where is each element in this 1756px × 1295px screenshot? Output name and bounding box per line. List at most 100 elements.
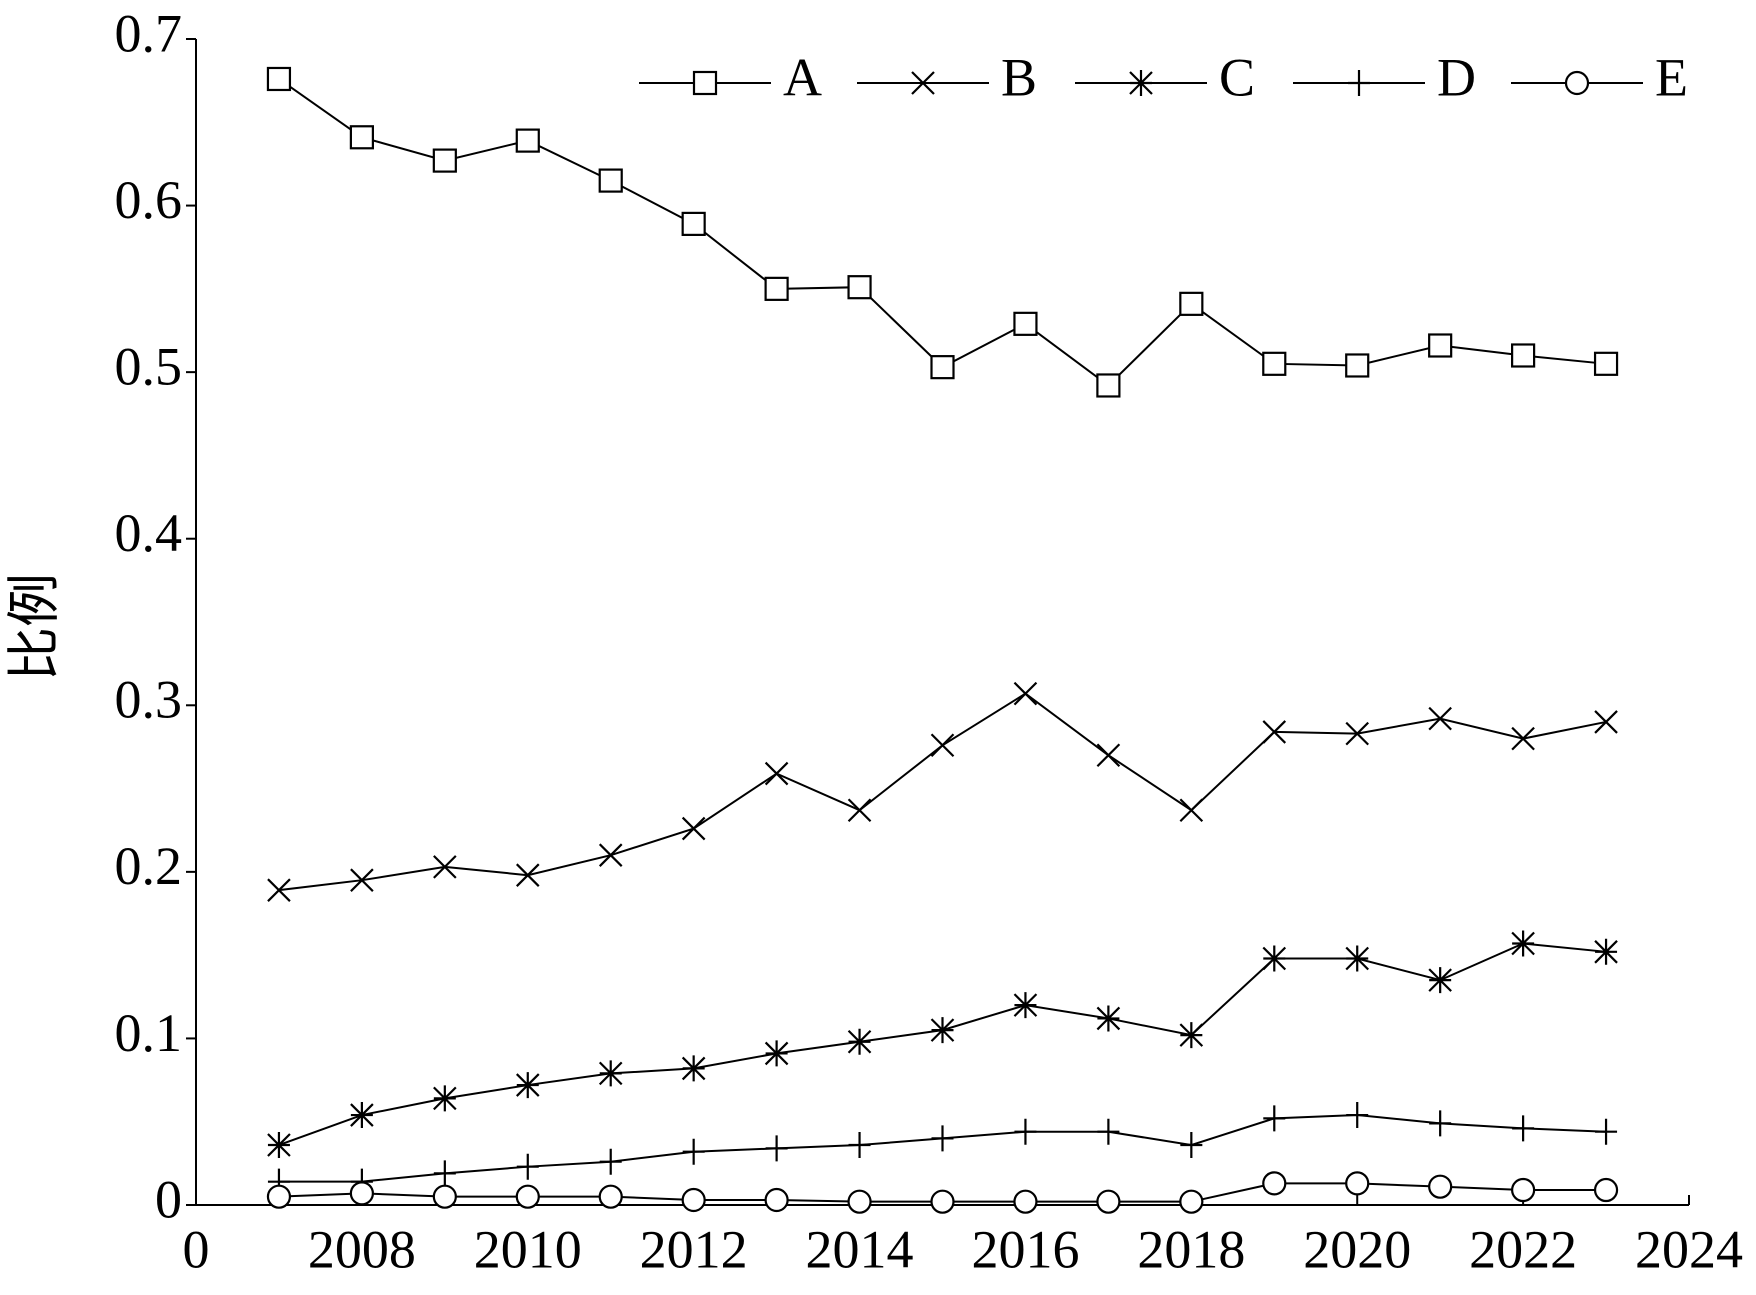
marker: [516, 1072, 540, 1099]
marker: [1014, 1118, 1037, 1145]
marker: [516, 1153, 539, 1180]
marker: [598, 1060, 623, 1087]
marker: [681, 1187, 706, 1213]
marker: [1594, 938, 1618, 965]
series-line: [278, 942, 1607, 1146]
marker: [1013, 311, 1038, 336]
marker: [1593, 1177, 1619, 1203]
marker: [930, 1189, 955, 1214]
marker: [930, 355, 955, 380]
marker: [681, 1055, 706, 1082]
marker: [1511, 930, 1535, 957]
marker: [432, 148, 457, 173]
marker: [433, 855, 457, 879]
marker: [1428, 1174, 1453, 1199]
marker: [350, 1102, 374, 1129]
marker: [764, 761, 789, 786]
legend-label: D: [1437, 47, 1476, 107]
x-tick-label: 2012: [640, 1219, 748, 1279]
y-axis-label: 比例: [4, 573, 64, 681]
marker: [1594, 710, 1618, 734]
marker: [1179, 1022, 1204, 1049]
marker: [930, 733, 955, 758]
x-tick-label: 2020: [1303, 1219, 1411, 1279]
marker: [433, 1160, 456, 1187]
marker: [515, 128, 540, 153]
marker: [349, 1181, 374, 1206]
marker: [1428, 333, 1453, 358]
x-tick-label: 2024: [1635, 1219, 1743, 1279]
y-tick-label: 0.1: [115, 1003, 183, 1063]
marker: [1180, 1132, 1203, 1159]
marker: [1263, 1105, 1286, 1132]
legend-marker: [911, 71, 935, 95]
marker: [1179, 291, 1204, 316]
marker: [1428, 967, 1452, 994]
legend-label: B: [1001, 47, 1037, 107]
x-tick-label: 2016: [971, 1219, 1079, 1279]
marker: [1345, 721, 1369, 746]
marker: [432, 1184, 457, 1209]
marker: [1593, 351, 1619, 376]
marker: [599, 1148, 622, 1175]
marker: [681, 211, 706, 236]
legend-label: A: [783, 47, 822, 107]
marker: [1179, 1189, 1204, 1214]
marker: [1262, 1171, 1287, 1196]
series-line: [278, 78, 1607, 387]
marker: [1013, 681, 1038, 706]
legend-label: E: [1655, 47, 1688, 107]
legend-marker: [692, 70, 718, 96]
marker: [349, 125, 374, 150]
marker: [1428, 706, 1452, 731]
marker: [1595, 1118, 1618, 1145]
x-tick-label: 2014: [806, 1219, 914, 1279]
marker: [847, 1028, 872, 1055]
marker: [598, 843, 623, 867]
marker: [930, 1017, 955, 1044]
y-tick-label: 0.5: [115, 337, 183, 397]
marker: [1096, 373, 1121, 398]
marker: [267, 878, 291, 902]
marker: [1096, 1005, 1121, 1032]
marker: [1262, 945, 1287, 972]
marker: [1511, 726, 1535, 751]
marker: [931, 1125, 954, 1152]
y-tick-label: 0.6: [115, 170, 183, 230]
marker: [266, 1184, 292, 1209]
marker: [764, 1040, 789, 1067]
y-tick-label: 0.3: [115, 670, 183, 730]
marker: [266, 66, 292, 92]
marker: [350, 868, 374, 892]
marker: [598, 1184, 623, 1209]
marker: [682, 1138, 705, 1165]
marker: [1013, 992, 1038, 1019]
marker: [847, 1189, 872, 1214]
marker: [1511, 1177, 1536, 1203]
legend-marker: [1564, 70, 1590, 96]
marker: [1511, 343, 1536, 368]
marker: [1262, 351, 1287, 376]
marker: [1179, 798, 1204, 823]
marker: [1346, 1102, 1369, 1129]
x-tick-label: 2008: [308, 1219, 416, 1279]
y-tick-label: 0.2: [115, 836, 183, 896]
marker: [1345, 1171, 1370, 1196]
marker: [1512, 1115, 1535, 1142]
marker: [598, 168, 623, 193]
marker: [516, 863, 540, 887]
marker: [681, 816, 706, 841]
marker: [1096, 743, 1121, 768]
x-tick-label: 0: [183, 1219, 210, 1279]
y-tick-label: 0.4: [115, 503, 183, 563]
marker: [1097, 1118, 1120, 1145]
marker: [764, 1187, 789, 1213]
legend-marker: [1129, 70, 1153, 96]
marker: [848, 1132, 871, 1159]
x-tick-label: 2010: [474, 1219, 582, 1279]
marker: [1096, 1189, 1121, 1214]
legend-label: C: [1219, 47, 1255, 107]
y-tick-label: 0: [155, 1169, 182, 1229]
